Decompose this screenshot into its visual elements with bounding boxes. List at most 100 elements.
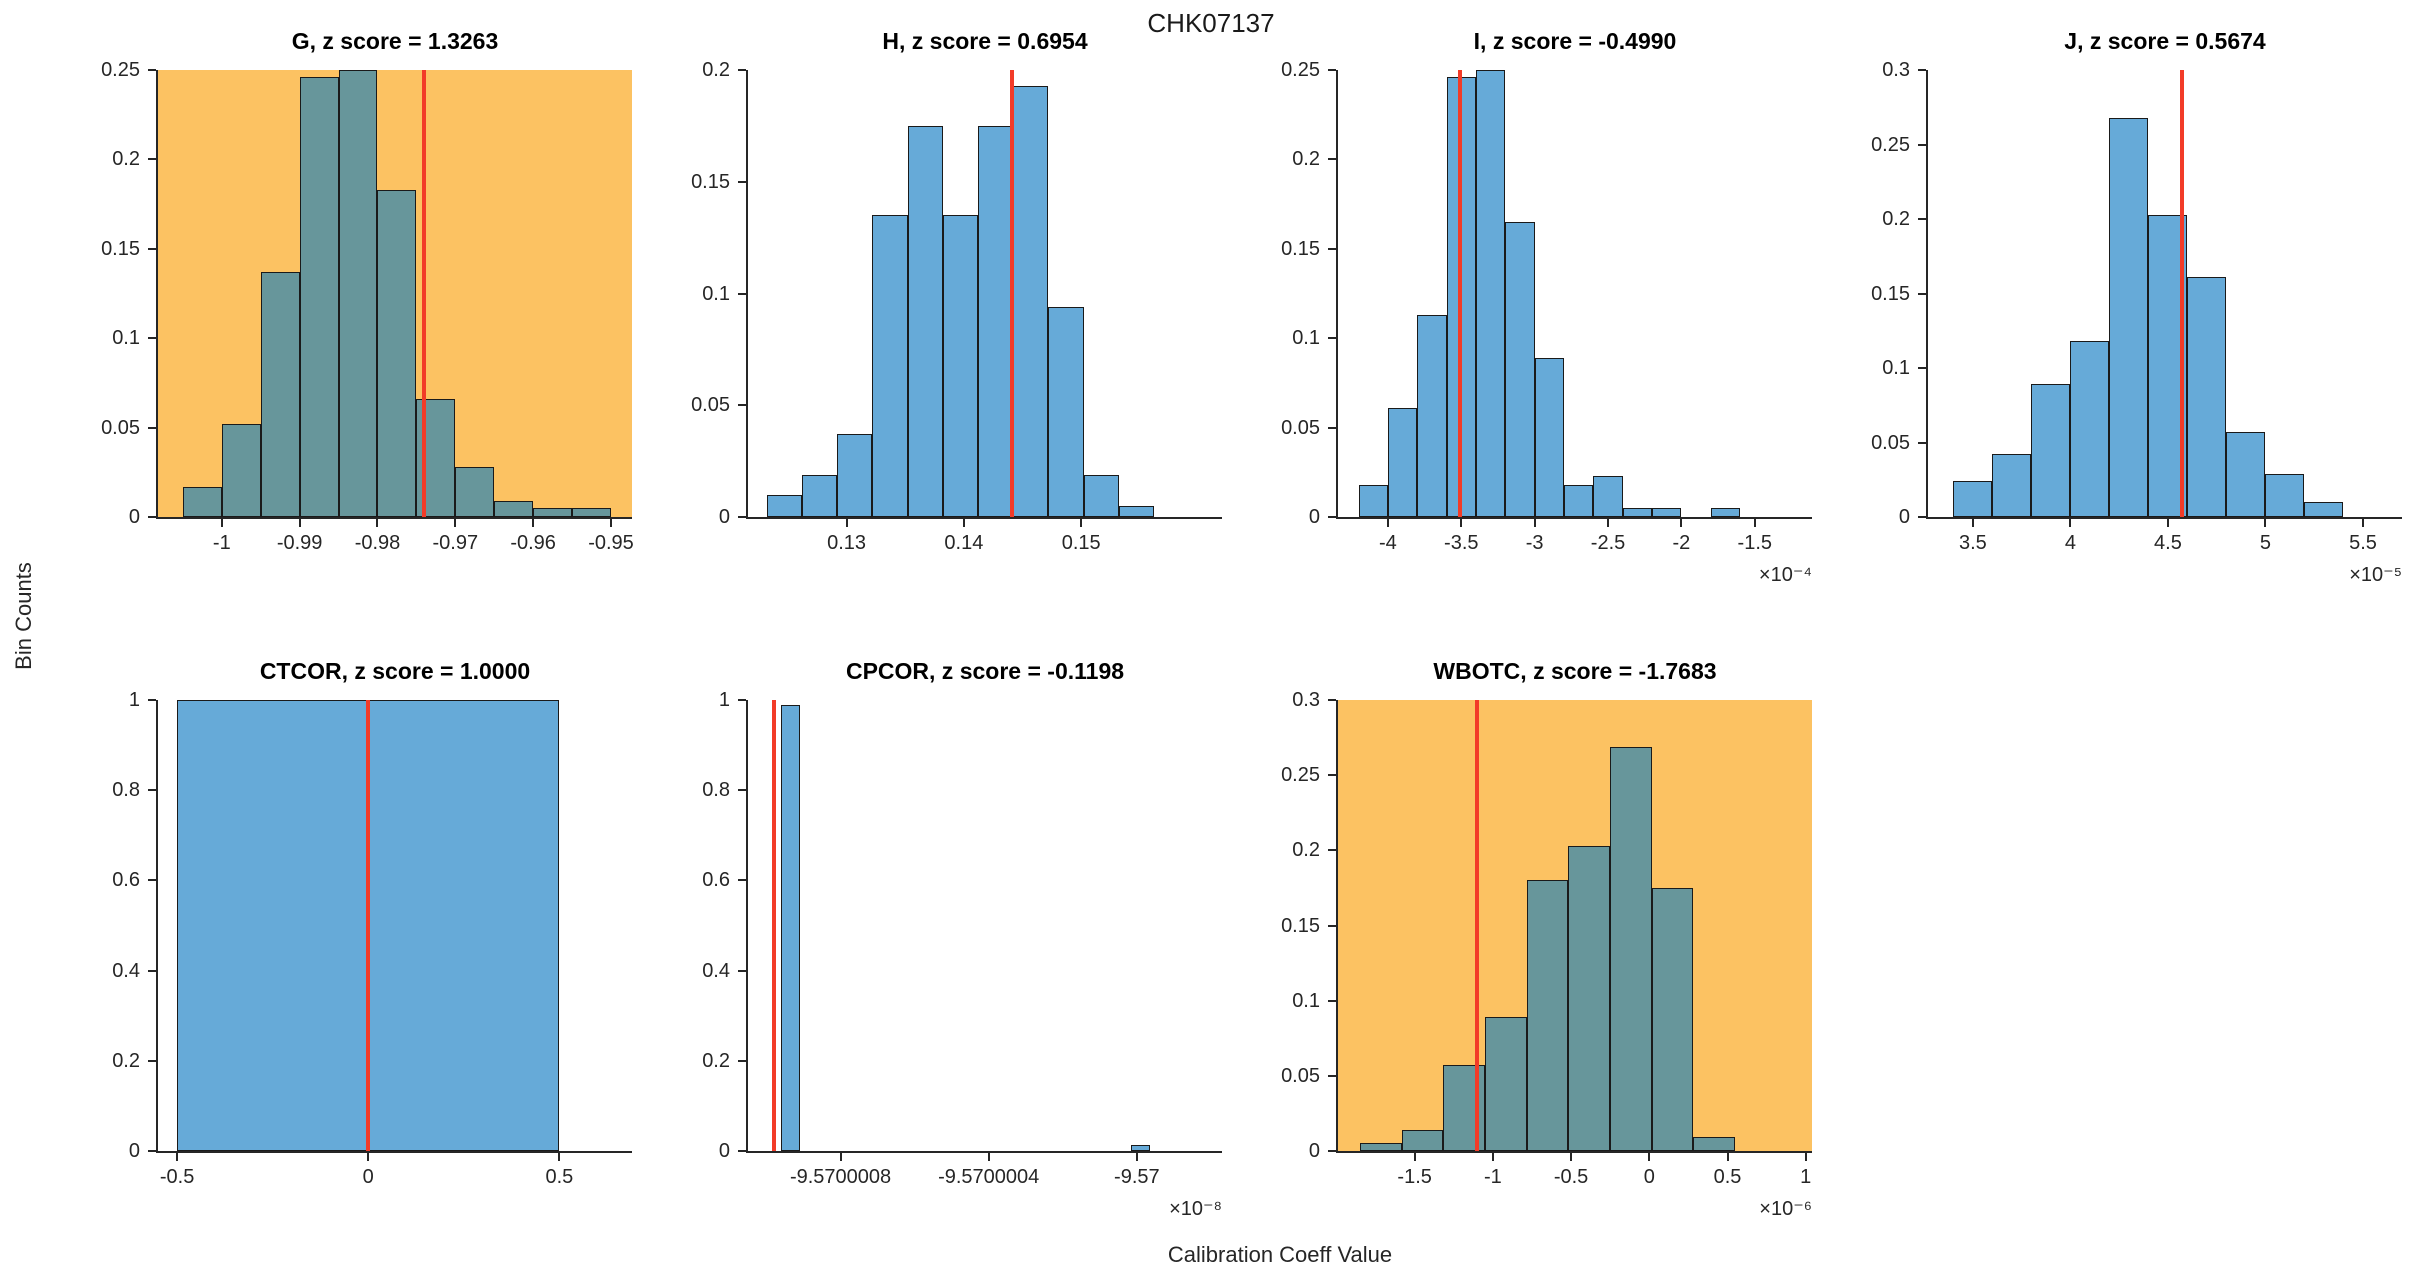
y-tick-label: 0.15 [1871, 282, 1910, 305]
y-tick-label: 0.6 [702, 869, 730, 892]
y-tick-mark [1918, 367, 1926, 369]
y-tick-label: 0.15 [101, 237, 140, 260]
x-tick-label: -0.5 [159, 1166, 195, 1188]
x-tick-mark [367, 1153, 370, 1161]
histogram-bar [1710, 508, 1741, 517]
y-tick-label: 0 [718, 506, 730, 528]
x-tick-label: 0.5 [1713, 1166, 1742, 1188]
x-tick-label: -0.96 [510, 532, 556, 554]
histogram-bar [1118, 505, 1154, 517]
y-tick-label: 0.1 [1292, 327, 1320, 350]
histogram-bar [1652, 508, 1682, 517]
y-tick-mark [148, 969, 156, 972]
x-tick-label: 0.14 [944, 532, 984, 554]
histogram-bar [533, 508, 573, 517]
y-tick-label: 0 [1308, 506, 1320, 528]
histogram-bar [1953, 481, 1993, 517]
y-tick-mark [1328, 69, 1336, 71]
histogram-bar [221, 424, 261, 517]
x-tick-mark [1080, 519, 1083, 527]
histogram-bar [2070, 341, 2110, 517]
y-tick-label: 0.2 [1882, 208, 1910, 230]
x-tick-mark [839, 1153, 842, 1161]
x-tick-mark [298, 519, 301, 527]
y-tick-label: 0.05 [691, 394, 730, 417]
plot-data-region [748, 70, 1222, 517]
y-tick-label: 1 [128, 689, 140, 711]
histogram-bar [1387, 407, 1418, 517]
y-tick-label: 0 [1898, 506, 1910, 528]
y-tick-mark [148, 789, 156, 792]
histogram-bar [338, 70, 378, 517]
histogram-bar [455, 466, 495, 517]
y-tick-mark [738, 879, 746, 882]
y-tick-mark [1328, 337, 1336, 340]
y-tick-mark [1918, 292, 1926, 295]
plot-area-ctcor [156, 700, 632, 1153]
x-tick-mark [376, 519, 379, 527]
histogram-bar [2031, 384, 2071, 517]
x-tick-mark [1135, 1153, 1138, 1161]
y-tick-mark [738, 789, 746, 792]
x-tick-mark [532, 519, 535, 527]
y-tick-label: 0.2 [702, 59, 730, 81]
z-score-line [2179, 70, 2184, 517]
y-tick-mark [738, 404, 746, 407]
y-tick-mark [148, 699, 156, 701]
y-tick-mark [738, 516, 746, 518]
histogram-bar [766, 494, 802, 517]
y-tick-mark [1328, 849, 1336, 852]
histogram-bar [1652, 887, 1694, 1151]
x-tick-label: 0 [362, 1166, 374, 1188]
y-tick-label: 0.8 [112, 779, 140, 802]
histogram-bar [572, 508, 611, 517]
x-tick-mark [454, 519, 457, 527]
y-tick-label: 0.1 [1882, 357, 1910, 379]
x-tick-mark [1533, 519, 1536, 527]
x-tick-label: -0.98 [354, 532, 401, 554]
x-tick-mark [962, 519, 965, 527]
x-tick-label: 0 [1643, 1166, 1655, 1188]
histogram-bar [1402, 1129, 1443, 1151]
histogram-bar [837, 434, 873, 517]
y-tick-mark [1328, 247, 1336, 250]
plot-area-j [1926, 70, 2402, 519]
x-tick-label: -3 [1525, 532, 1544, 554]
z-score-line [366, 700, 371, 1151]
x-tick-label: 1 [1800, 1166, 1812, 1188]
histogram-bar [2187, 277, 2227, 517]
y-tick-label: 0.4 [112, 959, 140, 982]
histogram-bar [1475, 70, 1506, 517]
histogram-bar [1485, 1017, 1528, 1151]
histogram-bar [1048, 306, 1084, 517]
y-tick-label: 0.8 [702, 779, 730, 802]
histogram-bar [942, 215, 978, 517]
figure-title: CHK07137 [1147, 8, 1275, 38]
y-tick-mark [148, 516, 156, 518]
x-tick-label: 5.5 [2349, 532, 2377, 554]
y-tick-mark [738, 180, 746, 183]
y-tick-label: 0.25 [101, 59, 140, 81]
y-tick-mark [1328, 1074, 1336, 1077]
subplot-title-ctcor: CTCOR, z score = 1.0000 [259, 658, 531, 684]
histogram-bar [494, 500, 534, 517]
y-tick-mark [738, 1150, 746, 1152]
x-tick-label: -3.5 [1444, 532, 1479, 554]
x-axis-exponent-label: ×10⁻⁶ [1759, 1198, 1812, 1220]
x-tick-mark [1804, 1153, 1807, 1161]
x-tick-mark [558, 1153, 561, 1161]
histogram-bar [1527, 880, 1568, 1151]
x-tick-label: -1 [212, 532, 231, 554]
histogram-bar [2109, 117, 2149, 517]
histogram-bar [1610, 746, 1653, 1151]
histogram-bar [801, 474, 838, 517]
y-tick-mark [738, 969, 746, 972]
x-tick-label: -0.5 [1553, 1166, 1589, 1188]
plot-data-region [158, 70, 632, 517]
histogram-bar [1358, 484, 1388, 517]
y-tick-label: 0 [128, 1140, 140, 1162]
y-tick-label: 0.25 [1871, 133, 1910, 156]
histogram-bar [907, 125, 943, 517]
subplot-title-h: H, z score = 0.6954 [882, 28, 1088, 54]
x-tick-mark [1753, 519, 1756, 527]
